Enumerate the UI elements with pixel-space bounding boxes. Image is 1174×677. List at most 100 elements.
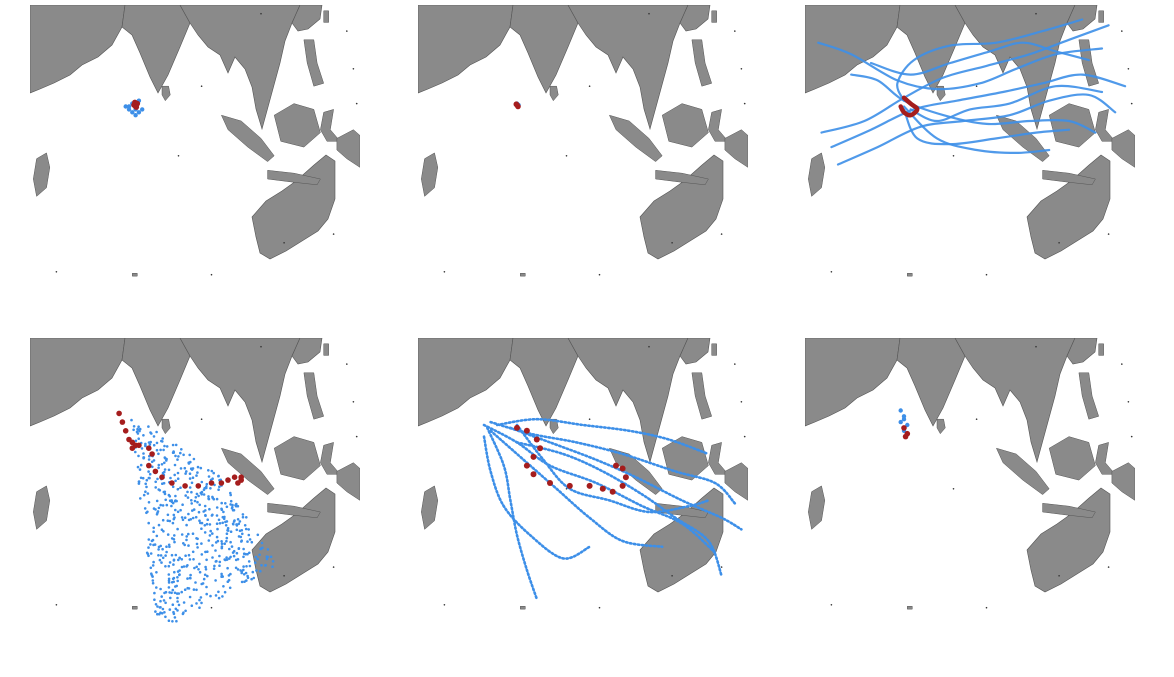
speck-4 — [55, 604, 58, 606]
speck-3 — [743, 435, 746, 438]
speck-6 — [283, 575, 285, 577]
map-4-ensemble-point-19 — [225, 556, 228, 559]
map-5-observed-point-13 — [619, 482, 626, 489]
map-4-ensemble-point-58 — [208, 534, 212, 537]
borneo-island — [661, 103, 709, 148]
map-4-ensemble-point-306 — [159, 587, 162, 591]
map-4-ensemble-point-83 — [229, 530, 233, 533]
map-4-ensemble-point-525 — [178, 569, 181, 572]
map-4-ensemble-point-314 — [212, 567, 216, 570]
speck-1 — [346, 363, 348, 365]
kerguelen-island — [132, 606, 138, 610]
map-4-ensemble-point-62 — [157, 554, 160, 557]
speck-2 — [1127, 401, 1130, 403]
map-4-ensemble-point-437 — [220, 540, 223, 543]
map-4-ensemble-point-572 — [170, 499, 173, 502]
map-4-ensemble-point-351 — [195, 565, 198, 569]
map-4-ensemble-point-368 — [134, 439, 138, 443]
map-4-ensemble-point-478 — [271, 565, 274, 568]
map-4-observed-point-13 — [159, 474, 165, 480]
map-panel-1 — [30, 5, 360, 295]
map-4-ensemble-point-221 — [209, 594, 212, 598]
map-5-observed-point-6 — [523, 462, 530, 469]
map-4-ensemble-point-61 — [240, 580, 244, 584]
map-4-ensemble-point-263 — [200, 527, 203, 530]
map-4-ensemble-point-292 — [176, 596, 179, 600]
map-4-ensemble-point-249 — [203, 504, 207, 508]
map-4-ensemble-point-356 — [211, 556, 214, 559]
kerguelen-island — [132, 273, 138, 277]
map-4-ensemble-point-146 — [152, 526, 155, 530]
map-4-ensemble-point-453 — [164, 565, 167, 568]
map-4-ensemble-point-324 — [132, 425, 136, 428]
map-4-ensemble-point-518 — [188, 453, 191, 457]
speck-9 — [200, 85, 203, 87]
map-4-ensemble-point-587 — [174, 585, 177, 588]
map-4-ensemble-point-531 — [229, 493, 232, 497]
map-4-ensemble-point-405 — [185, 523, 188, 527]
map-5-observed-point-16 — [613, 462, 619, 469]
map-4 — [30, 338, 360, 628]
map-4-ensemble-point-207 — [142, 493, 146, 497]
map-4-observed-point-12 — [152, 468, 159, 475]
map-4-ensemble-point-388 — [203, 531, 207, 534]
speck-1 — [1121, 30, 1123, 32]
map-4-ensemble-point-593 — [190, 490, 193, 494]
taiwan-island — [323, 10, 329, 23]
map-4-ensemble-point-451 — [232, 508, 236, 512]
map-panel-3 — [805, 5, 1135, 295]
map-5-observed-point-8 — [547, 480, 553, 486]
map-5-ensemble-track-1 — [489, 420, 737, 505]
map-4-observed-point-15 — [182, 483, 188, 489]
map-4-ensemble-point-500 — [172, 580, 175, 584]
map-4-ensemble-point-144 — [179, 451, 182, 455]
map-4-ensemble-point-175 — [150, 539, 154, 543]
map-4-ensemble-point-160 — [151, 581, 155, 585]
map-4-ensemble-point-517 — [173, 540, 176, 544]
map-4-ensemble-point-396 — [165, 503, 169, 507]
map-4-ensemble-point-45 — [198, 519, 201, 522]
madagascar-island — [808, 152, 826, 197]
map-1-ensemble-point-6 — [140, 107, 145, 112]
map-4-ensemble-point-246 — [190, 481, 194, 485]
speck-1 — [1121, 363, 1123, 365]
speck-4 — [55, 271, 58, 273]
map-1-ensemble-point-9 — [133, 113, 138, 118]
map-4-ensemble-point-313 — [195, 602, 198, 605]
map-4-ensemble-point-325 — [206, 550, 209, 553]
map-4-ensemble-point-459 — [152, 560, 155, 564]
map-4-ensemble-point-582 — [137, 480, 141, 483]
map-4-ensemble-point-225 — [215, 535, 219, 539]
map-4-observed-point-17 — [208, 480, 215, 486]
map-4-ensemble-point-25 — [157, 506, 161, 510]
map-4-ensemble-point-76 — [205, 592, 208, 596]
map-4-ensemble-point-38 — [137, 454, 140, 458]
map-4-ensemble-point-87 — [246, 540, 249, 543]
speck-10 — [177, 155, 180, 157]
map-4-ensemble-point-447 — [149, 552, 153, 555]
southeast-asia-landmass — [567, 338, 689, 464]
map-4-ensemble-point-484 — [169, 476, 172, 480]
philippines-island — [691, 39, 713, 87]
map-4-ensemble-point-29 — [185, 535, 188, 538]
java-island — [1042, 503, 1096, 519]
speck-4 — [443, 271, 446, 273]
map-4-ensemble-point-457 — [148, 472, 152, 476]
speck-10 — [952, 155, 955, 157]
map-4-ensemble-point-383 — [207, 475, 211, 478]
speck-4 — [443, 604, 446, 606]
speck-10 — [565, 155, 568, 157]
map-4-ensemble-point-559 — [195, 588, 198, 592]
map-4-ensemble-point-104 — [174, 607, 178, 611]
speck-7 — [1107, 233, 1110, 235]
map-4-ensemble-point-172 — [250, 540, 254, 544]
map-4-ensemble-point-499 — [188, 477, 192, 480]
map-4-ensemble-point-134 — [141, 476, 145, 480]
map-4-ensemble-point-520 — [147, 521, 150, 525]
map-4-ensemble-point-526 — [197, 510, 201, 514]
map-4-ensemble-point-589 — [144, 482, 147, 486]
east-asia-landmass — [291, 338, 323, 365]
map-4-ensemble-point-303 — [186, 577, 189, 580]
map-4-ensemble-point-490 — [163, 492, 167, 496]
map-4-ensemble-point-412 — [215, 514, 219, 517]
